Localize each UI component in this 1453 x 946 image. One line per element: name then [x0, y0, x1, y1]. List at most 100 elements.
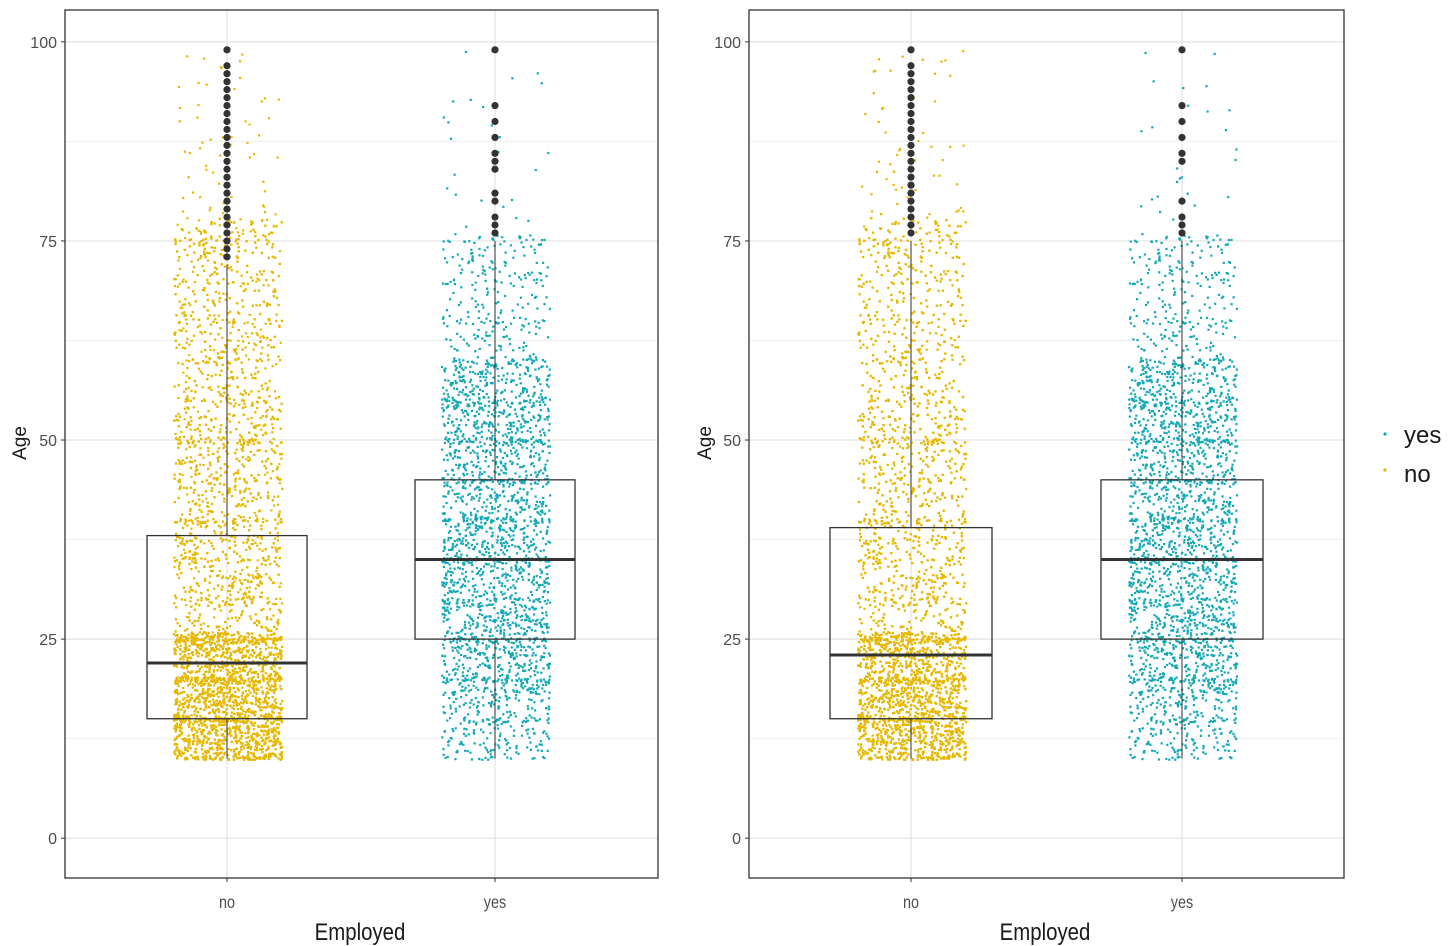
- jitter-point: [183, 680, 186, 683]
- jitter-point: [218, 721, 221, 724]
- jitter-point: [255, 434, 258, 437]
- jitter-point: [241, 444, 244, 447]
- jitter-point: [221, 550, 224, 553]
- jitter-point: [279, 657, 283, 660]
- jitter-point: [184, 381, 187, 384]
- jitter-point: [251, 539, 254, 542]
- jitter-point: [273, 495, 276, 498]
- jitter-point: [185, 677, 188, 680]
- jitter-point: [229, 625, 232, 628]
- jitter-point: [235, 704, 238, 707]
- jitter-point: [266, 354, 270, 357]
- jitter-point: [187, 743, 190, 746]
- jitter-point: [274, 729, 277, 732]
- jitter-point: [210, 375, 213, 378]
- jitter-point: [238, 666, 241, 670]
- jitter-point: [218, 455, 221, 458]
- jitter-point: [217, 686, 220, 689]
- jitter-point: [243, 440, 246, 443]
- jitter-point: [184, 303, 187, 306]
- jitter-point: [196, 645, 199, 648]
- jitter-point: [220, 588, 223, 591]
- jitter-point: [238, 635, 241, 638]
- jitter-point: [253, 477, 256, 480]
- jitter-point: [253, 453, 256, 456]
- jitter-point: [280, 402, 283, 405]
- jitter-point: [175, 532, 178, 535]
- jitter-point: [203, 399, 206, 402]
- jitter-point: [207, 454, 210, 457]
- jitter-point: [173, 633, 176, 636]
- jitter-point: [257, 494, 260, 497]
- jitter-point: [260, 528, 263, 531]
- jitter-point: [215, 361, 218, 364]
- jitter-point: [210, 757, 213, 761]
- jitter-point: [176, 755, 179, 758]
- jitter-point: [250, 677, 253, 680]
- jitter-point: [277, 275, 280, 278]
- jitter-point: [177, 396, 180, 400]
- jitter-point: [277, 706, 280, 710]
- jitter-point: [253, 758, 256, 761]
- jitter-point: [197, 683, 200, 686]
- jitter-point: [178, 442, 181, 446]
- jitter-point: [213, 742, 216, 745]
- jitter-point: [256, 624, 259, 627]
- jitter-point: [224, 621, 227, 624]
- jitter-point: [259, 340, 262, 343]
- jitter-point: [260, 595, 263, 599]
- jitter-point: [225, 470, 228, 474]
- jitter-point: [261, 751, 264, 754]
- jitter-point: [273, 737, 276, 740]
- jitter-point: [228, 733, 231, 736]
- jitter-point: [244, 376, 247, 379]
- jitter-point: [188, 445, 191, 449]
- jitter-point: [246, 673, 249, 676]
- jitter-point: [197, 584, 200, 587]
- jitter-point: [252, 660, 255, 663]
- jitter-point: [266, 733, 269, 736]
- jitter-point: [222, 278, 225, 281]
- jitter-point: [190, 339, 193, 342]
- jitter-point: [235, 747, 238, 750]
- jitter-point: [258, 757, 261, 760]
- jitter-point: [210, 742, 213, 745]
- jitter-point: [234, 488, 237, 491]
- jitter-point: [270, 653, 273, 656]
- jitter-point: [196, 633, 199, 636]
- jitter-point: [198, 604, 201, 607]
- jitter-point: [232, 704, 235, 707]
- jitter-point: [204, 724, 207, 727]
- jitter-point: [258, 621, 261, 624]
- jitter-point: [199, 722, 203, 725]
- jitter-point: [277, 495, 280, 498]
- jitter-point: [214, 318, 217, 321]
- jitter-point: [189, 698, 192, 701]
- jitter-point: [255, 280, 258, 283]
- jitter-point: [226, 673, 229, 676]
- jitter-point: [206, 635, 209, 638]
- jitter-point: [197, 367, 201, 370]
- jitter-point: [250, 404, 253, 407]
- jitter-point: [241, 691, 244, 694]
- jitter-point: [203, 565, 206, 568]
- jitter-point: [210, 746, 214, 749]
- jitter-point: [274, 603, 278, 606]
- jitter-point: [204, 636, 207, 640]
- jitter-point: [246, 709, 250, 712]
- jitter-point: [213, 674, 216, 677]
- jitter-point: [272, 542, 275, 545]
- jitter-point: [187, 701, 190, 704]
- jitter-point: [239, 516, 242, 519]
- jitter-point: [252, 348, 255, 351]
- jitter-point: [173, 647, 176, 650]
- jitter-point: [225, 708, 228, 711]
- jitter-point: [267, 697, 270, 700]
- jitter-point: [251, 639, 254, 642]
- jitter-point: [208, 635, 212, 639]
- jitter-point: [243, 669, 246, 672]
- jitter-point: [207, 436, 210, 439]
- jitter-point: [192, 734, 195, 737]
- jitter-point: [267, 558, 270, 561]
- jitter-point: [249, 547, 252, 550]
